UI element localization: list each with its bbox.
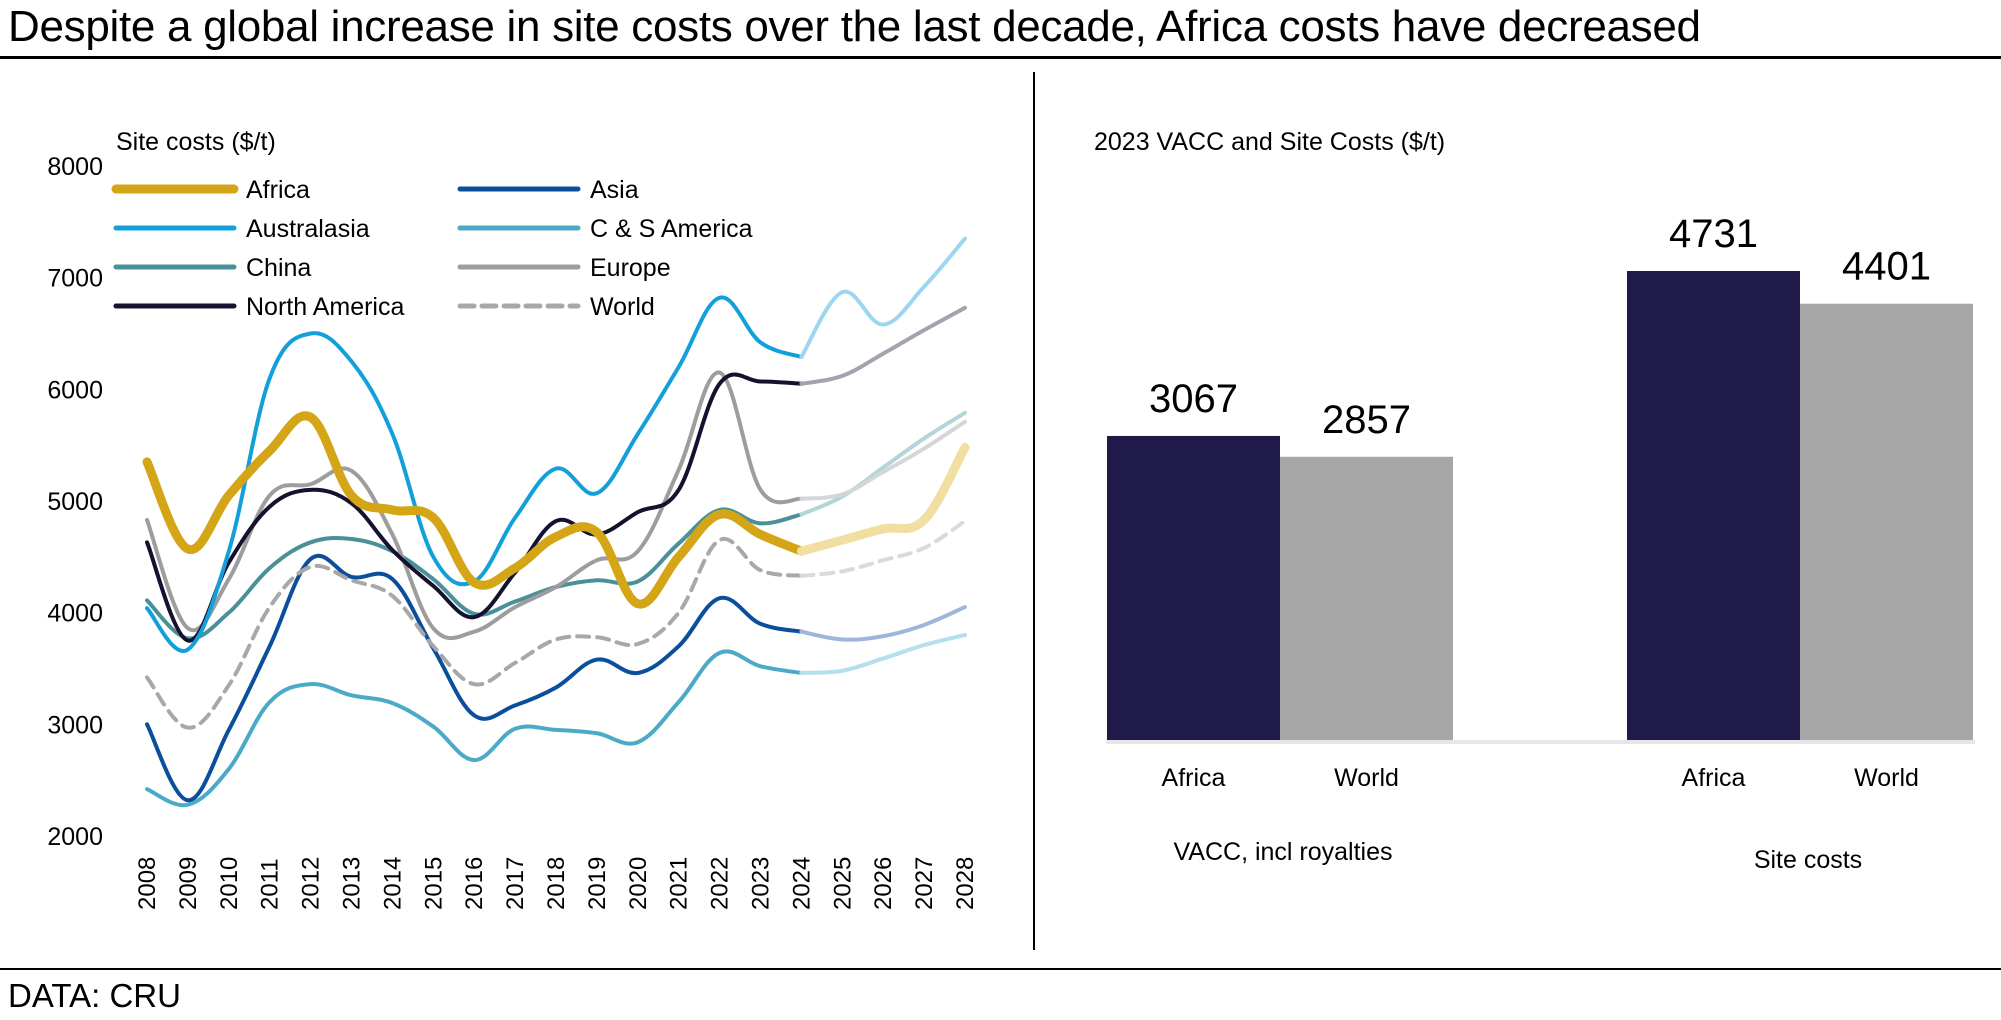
bar-category-label: World xyxy=(1334,764,1399,792)
bar-chart: 2023 VACC and Site Costs ($/t) 3067 Afric… xyxy=(1094,128,1975,874)
series-c-s-america xyxy=(145,633,967,808)
bar-value-label: 4731 xyxy=(1669,212,1758,256)
x-tick-label: 2011 xyxy=(257,858,284,910)
line-world-forecast xyxy=(799,519,967,578)
line-europe-actual xyxy=(145,370,804,641)
y-tick-label: 5000 xyxy=(47,488,103,516)
x-tick-label: 2028 xyxy=(952,857,979,910)
legend-label: Asia xyxy=(590,176,639,204)
line-china-forecast xyxy=(799,410,967,517)
x-tick-label: 2019 xyxy=(584,857,611,910)
series-asia xyxy=(145,554,967,803)
legend-item-europe: Europe xyxy=(457,254,671,282)
bar-group-label: Site costs xyxy=(1754,846,1862,874)
line-africa-forecast xyxy=(796,442,970,556)
line-north-america-forecast xyxy=(799,305,967,386)
x-tick-label: 2027 xyxy=(911,857,938,910)
line-c-s-america-forecast xyxy=(799,633,967,675)
x-tick-label: 2016 xyxy=(461,857,488,910)
line-europe-forecast xyxy=(799,419,967,501)
line-chart: Site costs ($/t) 2000 3000 4000 5000 6000 700… xyxy=(47,128,979,910)
x-tick-label: 2015 xyxy=(420,857,447,910)
bar-category-label: World xyxy=(1854,764,1919,792)
legend-item-china: China xyxy=(113,254,311,282)
x-tick-label: 2009 xyxy=(175,857,202,910)
series-world xyxy=(145,519,967,730)
x-tick-label: 2021 xyxy=(666,857,693,910)
x-tick-label: 2026 xyxy=(870,857,897,910)
x-tick-label: 2020 xyxy=(625,857,652,910)
page-title: Despite a global increase in site costs … xyxy=(8,2,1701,51)
legend-label: Europe xyxy=(590,254,671,282)
y-tick-label: 6000 xyxy=(47,376,103,404)
bar-vacc-incl-royalties-africa xyxy=(1107,435,1280,740)
y-tick-label: 4000 xyxy=(47,600,103,628)
bar-group-site-costs: 4731 Africa 4401 World Site costs xyxy=(1627,212,1973,874)
y-tick-label: 7000 xyxy=(47,265,103,293)
line-china-actual xyxy=(145,507,804,641)
legend-item-world: World xyxy=(457,293,655,321)
bar-vacc-incl-royalties-world xyxy=(1280,456,1453,740)
x-tick-label: 2025 xyxy=(829,857,856,910)
legend-item-africa: Africa xyxy=(111,176,310,204)
series-north-america xyxy=(145,305,967,643)
legend: Africa Asia Australasia C & S America China E… xyxy=(111,176,753,321)
x-tick-label: 2013 xyxy=(339,857,366,910)
bar-category-label: Africa xyxy=(1682,764,1746,792)
legend-item-asia: Asia xyxy=(457,176,639,204)
bar-value-label: 3067 xyxy=(1149,377,1238,421)
line-chart-title: Site costs ($/t) xyxy=(116,128,276,156)
line-north-america-actual xyxy=(145,372,804,643)
x-tick-label: 2010 xyxy=(216,857,243,910)
y-tick-label: 3000 xyxy=(47,711,103,739)
x-tick-label: 2017 xyxy=(502,857,529,910)
bar-site-costs-africa xyxy=(1627,271,1800,740)
x-tick-label: 2024 xyxy=(788,857,815,910)
series-china xyxy=(145,410,967,641)
bar-chart-title: 2023 VACC and Site Costs ($/t) xyxy=(1094,128,1445,156)
bar-value-label: 4401 xyxy=(1842,245,1931,289)
panel-divider xyxy=(1033,72,1035,950)
bar-group-vacc-incl-royalties: 3067 Africa 2857 World VACC, incl royalties xyxy=(1107,377,1453,866)
y-tick-label: 8000 xyxy=(47,153,103,181)
line-asia-actual xyxy=(145,554,804,803)
series-europe xyxy=(145,370,967,641)
legend-label: Africa xyxy=(246,176,310,204)
title-rule xyxy=(0,56,2001,59)
legend-label: China xyxy=(246,254,311,282)
x-tick-label: 2018 xyxy=(543,857,570,910)
legend-item-c-s-america: C & S America xyxy=(457,215,753,243)
x-tick-label: 2008 xyxy=(134,857,161,910)
legend-label: World xyxy=(590,293,655,321)
y-tick-label: 2000 xyxy=(47,823,103,851)
bar-value-label: 2857 xyxy=(1322,398,1411,442)
legend-label: C & S America xyxy=(590,215,753,243)
line-australasia-forecast xyxy=(799,236,967,359)
line-world-actual xyxy=(145,536,804,730)
x-tick-label: 2014 xyxy=(379,857,406,910)
line-c-s-america-actual xyxy=(145,649,804,808)
legend-label: Australasia xyxy=(246,215,370,243)
bars: 3067 Africa 2857 World VACC, incl royalties 4… xyxy=(1107,212,1973,874)
bar-site-costs-world xyxy=(1800,303,1973,740)
x-tick-label: 2022 xyxy=(707,857,734,910)
series-africa xyxy=(142,411,970,609)
series-lines xyxy=(142,236,970,808)
x-axis-ticks: 2008 2009 2010 2011 2012 2013 2014 2015 2016 2017… xyxy=(134,857,979,910)
x-tick-label: 2012 xyxy=(298,857,325,910)
line-africa-actual xyxy=(142,411,806,609)
bar-category-label: Africa xyxy=(1162,764,1226,792)
y-axis-ticks: 2000 3000 4000 5000 6000 7000 8000 xyxy=(47,153,103,851)
legend-label: North America xyxy=(246,293,404,321)
footer-rule xyxy=(0,968,2001,970)
x-tick-label: 2023 xyxy=(748,857,775,910)
legend-item-north-america: North America xyxy=(113,293,404,321)
legend-item-australasia: Australasia xyxy=(113,215,370,243)
line-asia-forecast xyxy=(799,605,967,642)
source-note: DATA: CRU xyxy=(8,977,181,1014)
bar-group-label: VACC, incl royalties xyxy=(1173,838,1392,866)
